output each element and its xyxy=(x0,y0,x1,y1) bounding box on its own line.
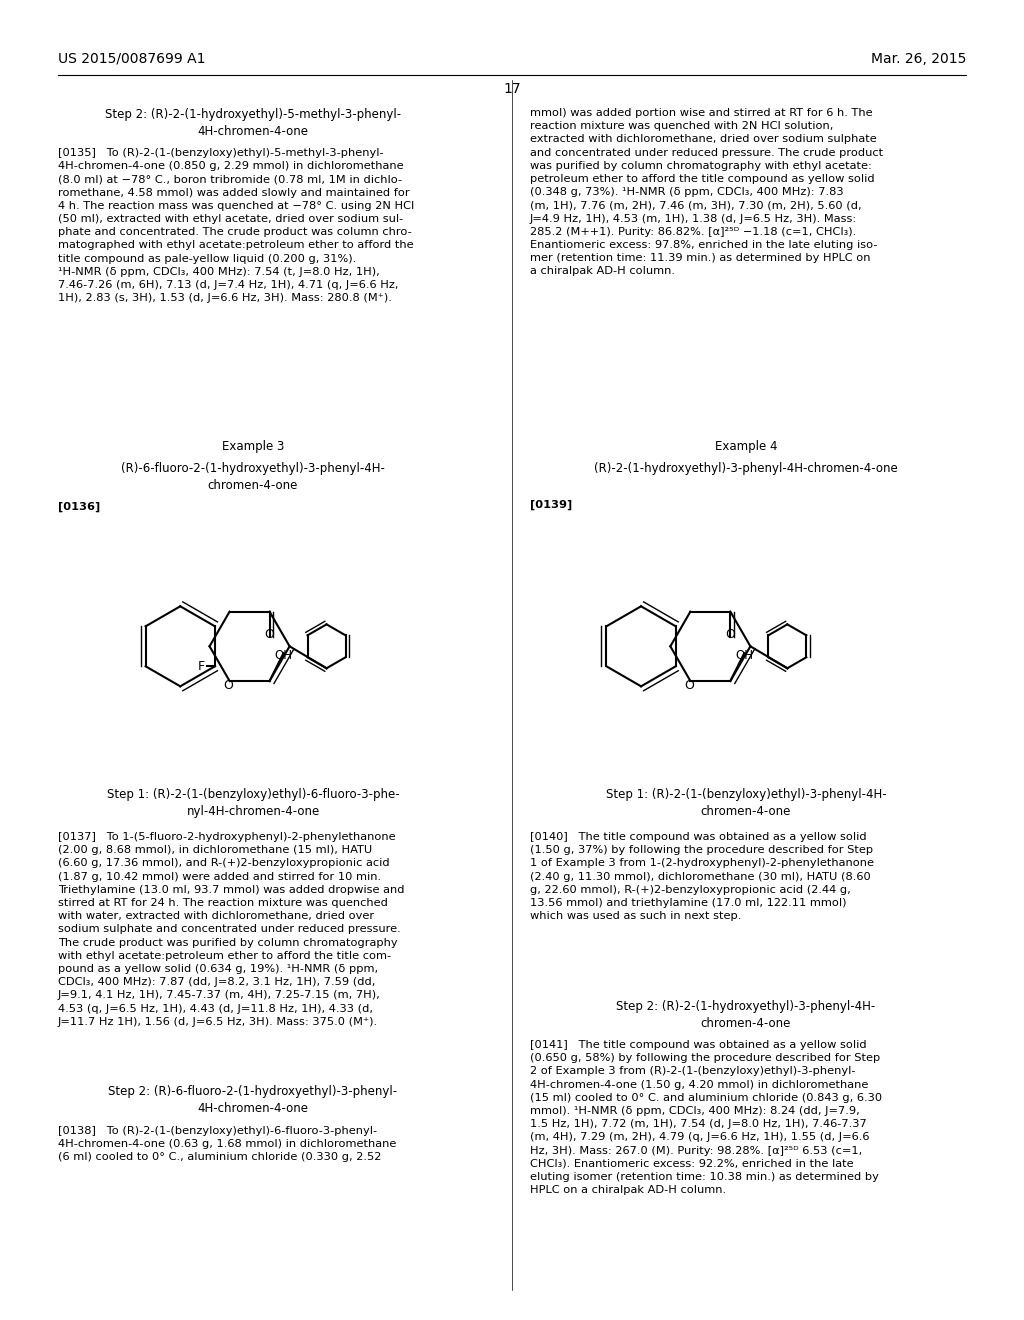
Text: [0135]   To (R)-2-(1-(benzyloxy)ethyl)-5-methyl-3-phenyl-
4H-chromen-4-one (0.85: [0135] To (R)-2-(1-(benzyloxy)ethyl)-5-m… xyxy=(58,148,415,304)
Text: F: F xyxy=(198,660,205,673)
Text: O: O xyxy=(223,678,233,692)
Text: [0138]   To (R)-2-(1-(benzyloxy)ethyl)-6-fluoro-3-phenyl-
4H-chromen-4-one (0.63: [0138] To (R)-2-(1-(benzyloxy)ethyl)-6-f… xyxy=(58,1126,396,1163)
Text: [0139]: [0139] xyxy=(530,500,572,511)
Text: (R)-2-(1-hydroxyethyl)-3-phenyl-4H-chromen-4-one: (R)-2-(1-hydroxyethyl)-3-phenyl-4H-chrom… xyxy=(594,462,898,475)
Text: 17: 17 xyxy=(503,82,521,96)
Text: Example 4: Example 4 xyxy=(715,440,777,453)
Text: Step 2: (R)-2-(1-hydroxyethyl)-3-phenyl-4H-
chromen-4-one: Step 2: (R)-2-(1-hydroxyethyl)-3-phenyl-… xyxy=(616,1001,876,1030)
Text: Example 3: Example 3 xyxy=(222,440,285,453)
Text: Step 2: (R)-2-(1-hydroxyethyl)-5-methyl-3-phenyl-
4H-chromen-4-one: Step 2: (R)-2-(1-hydroxyethyl)-5-methyl-… xyxy=(104,108,401,139)
Text: OH: OH xyxy=(274,648,293,661)
Text: O: O xyxy=(264,627,274,640)
Text: OH: OH xyxy=(735,648,754,661)
Text: mmol) was added portion wise and stirred at RT for 6 h. The
reaction mixture was: mmol) was added portion wise and stirred… xyxy=(530,108,883,276)
Text: [0141]   The title compound was obtained as a yellow solid
(0.650 g, 58%) by fol: [0141] The title compound was obtained a… xyxy=(530,1040,882,1195)
Text: [0137]   To 1-(5-fluoro-2-hydroxyphenyl)-2-phenylethanone
(2.00 g, 8.68 mmol), i: [0137] To 1-(5-fluoro-2-hydroxyphenyl)-2… xyxy=(58,832,404,1027)
Text: Step 1: (R)-2-(1-(benzyloxy)ethyl)-3-phenyl-4H-
chromen-4-one: Step 1: (R)-2-(1-(benzyloxy)ethyl)-3-phe… xyxy=(605,788,887,818)
Text: Step 2: (R)-6-fluoro-2-(1-hydroxyethyl)-3-phenyl-
4H-chromen-4-one: Step 2: (R)-6-fluoro-2-(1-hydroxyethyl)-… xyxy=(109,1085,397,1115)
Text: US 2015/0087699 A1: US 2015/0087699 A1 xyxy=(58,51,206,66)
Text: [0136]: [0136] xyxy=(58,502,100,512)
Text: O: O xyxy=(684,678,694,692)
Text: Step 1: (R)-2-(1-(benzyloxy)ethyl)-6-fluoro-3-phe-
nyl-4H-chromen-4-one: Step 1: (R)-2-(1-(benzyloxy)ethyl)-6-flu… xyxy=(106,788,399,818)
Text: O: O xyxy=(725,627,735,640)
Text: (R)-6-fluoro-2-(1-hydroxyethyl)-3-phenyl-4H-
chromen-4-one: (R)-6-fluoro-2-(1-hydroxyethyl)-3-phenyl… xyxy=(121,462,385,492)
Text: [0140]   The title compound was obtained as a yellow solid
(1.50 g, 37%) by foll: [0140] The title compound was obtained a… xyxy=(530,832,874,921)
Text: Mar. 26, 2015: Mar. 26, 2015 xyxy=(870,51,966,66)
